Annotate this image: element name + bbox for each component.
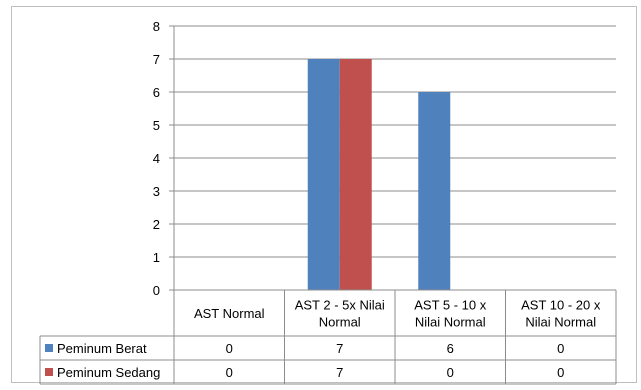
category-label: Nilai Normal (525, 315, 596, 330)
series-name: Peminum Berat (57, 341, 147, 356)
data-table: AST Normal AST 2 - 5x Nilai Normal AST 5 - … (39, 289, 617, 385)
y-tick-label: 2 (153, 217, 160, 232)
category-label: Normal (319, 315, 361, 330)
category-label: AST 5 - 10 x (414, 298, 487, 313)
category-label: AST Normal (194, 306, 265, 321)
legend-key (45, 344, 53, 352)
category-label: Nilai Normal (415, 315, 486, 330)
y-tick-label: 8 (153, 19, 160, 34)
axes: 0 1 2 3 4 5 6 7 8 (153, 19, 175, 298)
legend-key (45, 368, 53, 376)
y-tick-label: 5 (153, 118, 160, 133)
data-value: 0 (226, 365, 233, 380)
y-tick-label: 3 (153, 184, 160, 199)
data-value: 0 (447, 365, 454, 380)
data-value: 6 (447, 341, 454, 356)
y-tick-label: 1 (153, 250, 160, 265)
gridlines (174, 25, 616, 258)
y-tick-label: 0 (153, 283, 160, 298)
y-tick-label: 7 (153, 52, 160, 67)
data-value: 0 (557, 365, 564, 380)
data-value: 0 (226, 341, 233, 356)
data-value: 7 (336, 365, 343, 380)
bar (339, 59, 372, 290)
data-value: 0 (557, 341, 564, 356)
bars (307, 59, 451, 290)
bar (307, 59, 340, 290)
category-label: AST 10 - 20 x (521, 298, 601, 313)
y-tick-label: 4 (153, 151, 160, 166)
category-label: AST 2 - 5x Nilai (295, 298, 385, 313)
data-value: 7 (336, 341, 343, 356)
bar (418, 92, 451, 290)
series-name: Peminum Sedang (57, 365, 160, 380)
y-tick-label: 6 (153, 85, 160, 100)
